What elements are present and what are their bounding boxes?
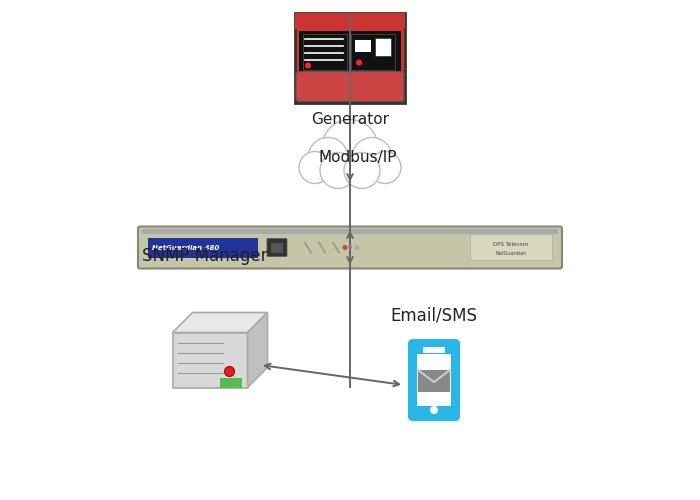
FancyBboxPatch shape [470, 234, 552, 260]
FancyBboxPatch shape [418, 370, 450, 392]
Text: NetGuardian 480: NetGuardian 480 [152, 246, 219, 252]
Circle shape [320, 152, 356, 188]
FancyBboxPatch shape [303, 34, 347, 70]
Circle shape [356, 60, 362, 66]
Polygon shape [172, 312, 267, 332]
Polygon shape [172, 332, 248, 388]
Circle shape [305, 62, 311, 68]
Circle shape [342, 245, 347, 250]
Text: Generator: Generator [311, 112, 389, 128]
FancyBboxPatch shape [267, 238, 287, 256]
FancyBboxPatch shape [299, 30, 401, 72]
Circle shape [352, 138, 392, 177]
FancyBboxPatch shape [351, 34, 395, 70]
FancyBboxPatch shape [408, 339, 460, 421]
FancyBboxPatch shape [355, 40, 371, 52]
FancyBboxPatch shape [295, 12, 405, 28]
Text: SNMP Manager: SNMP Manager [142, 247, 267, 265]
FancyBboxPatch shape [148, 238, 258, 258]
FancyBboxPatch shape [142, 228, 558, 234]
FancyBboxPatch shape [296, 72, 404, 102]
Circle shape [430, 406, 438, 414]
Circle shape [369, 152, 401, 184]
FancyBboxPatch shape [423, 347, 445, 353]
Circle shape [354, 245, 360, 250]
FancyBboxPatch shape [220, 378, 242, 388]
Text: NetGuardian: NetGuardian [496, 251, 526, 256]
Polygon shape [248, 312, 267, 388]
FancyBboxPatch shape [138, 226, 562, 268]
FancyBboxPatch shape [295, 12, 405, 102]
Circle shape [308, 138, 348, 177]
Circle shape [322, 120, 378, 176]
FancyBboxPatch shape [271, 242, 283, 252]
FancyBboxPatch shape [375, 38, 391, 56]
Circle shape [344, 152, 380, 188]
Text: Email/SMS: Email/SMS [391, 307, 477, 325]
Circle shape [225, 366, 235, 376]
Text: Modbus/IP: Modbus/IP [318, 150, 398, 165]
FancyBboxPatch shape [417, 354, 451, 406]
Circle shape [348, 246, 352, 250]
Text: DPS Telecom: DPS Telecom [494, 242, 528, 247]
Circle shape [299, 152, 331, 184]
